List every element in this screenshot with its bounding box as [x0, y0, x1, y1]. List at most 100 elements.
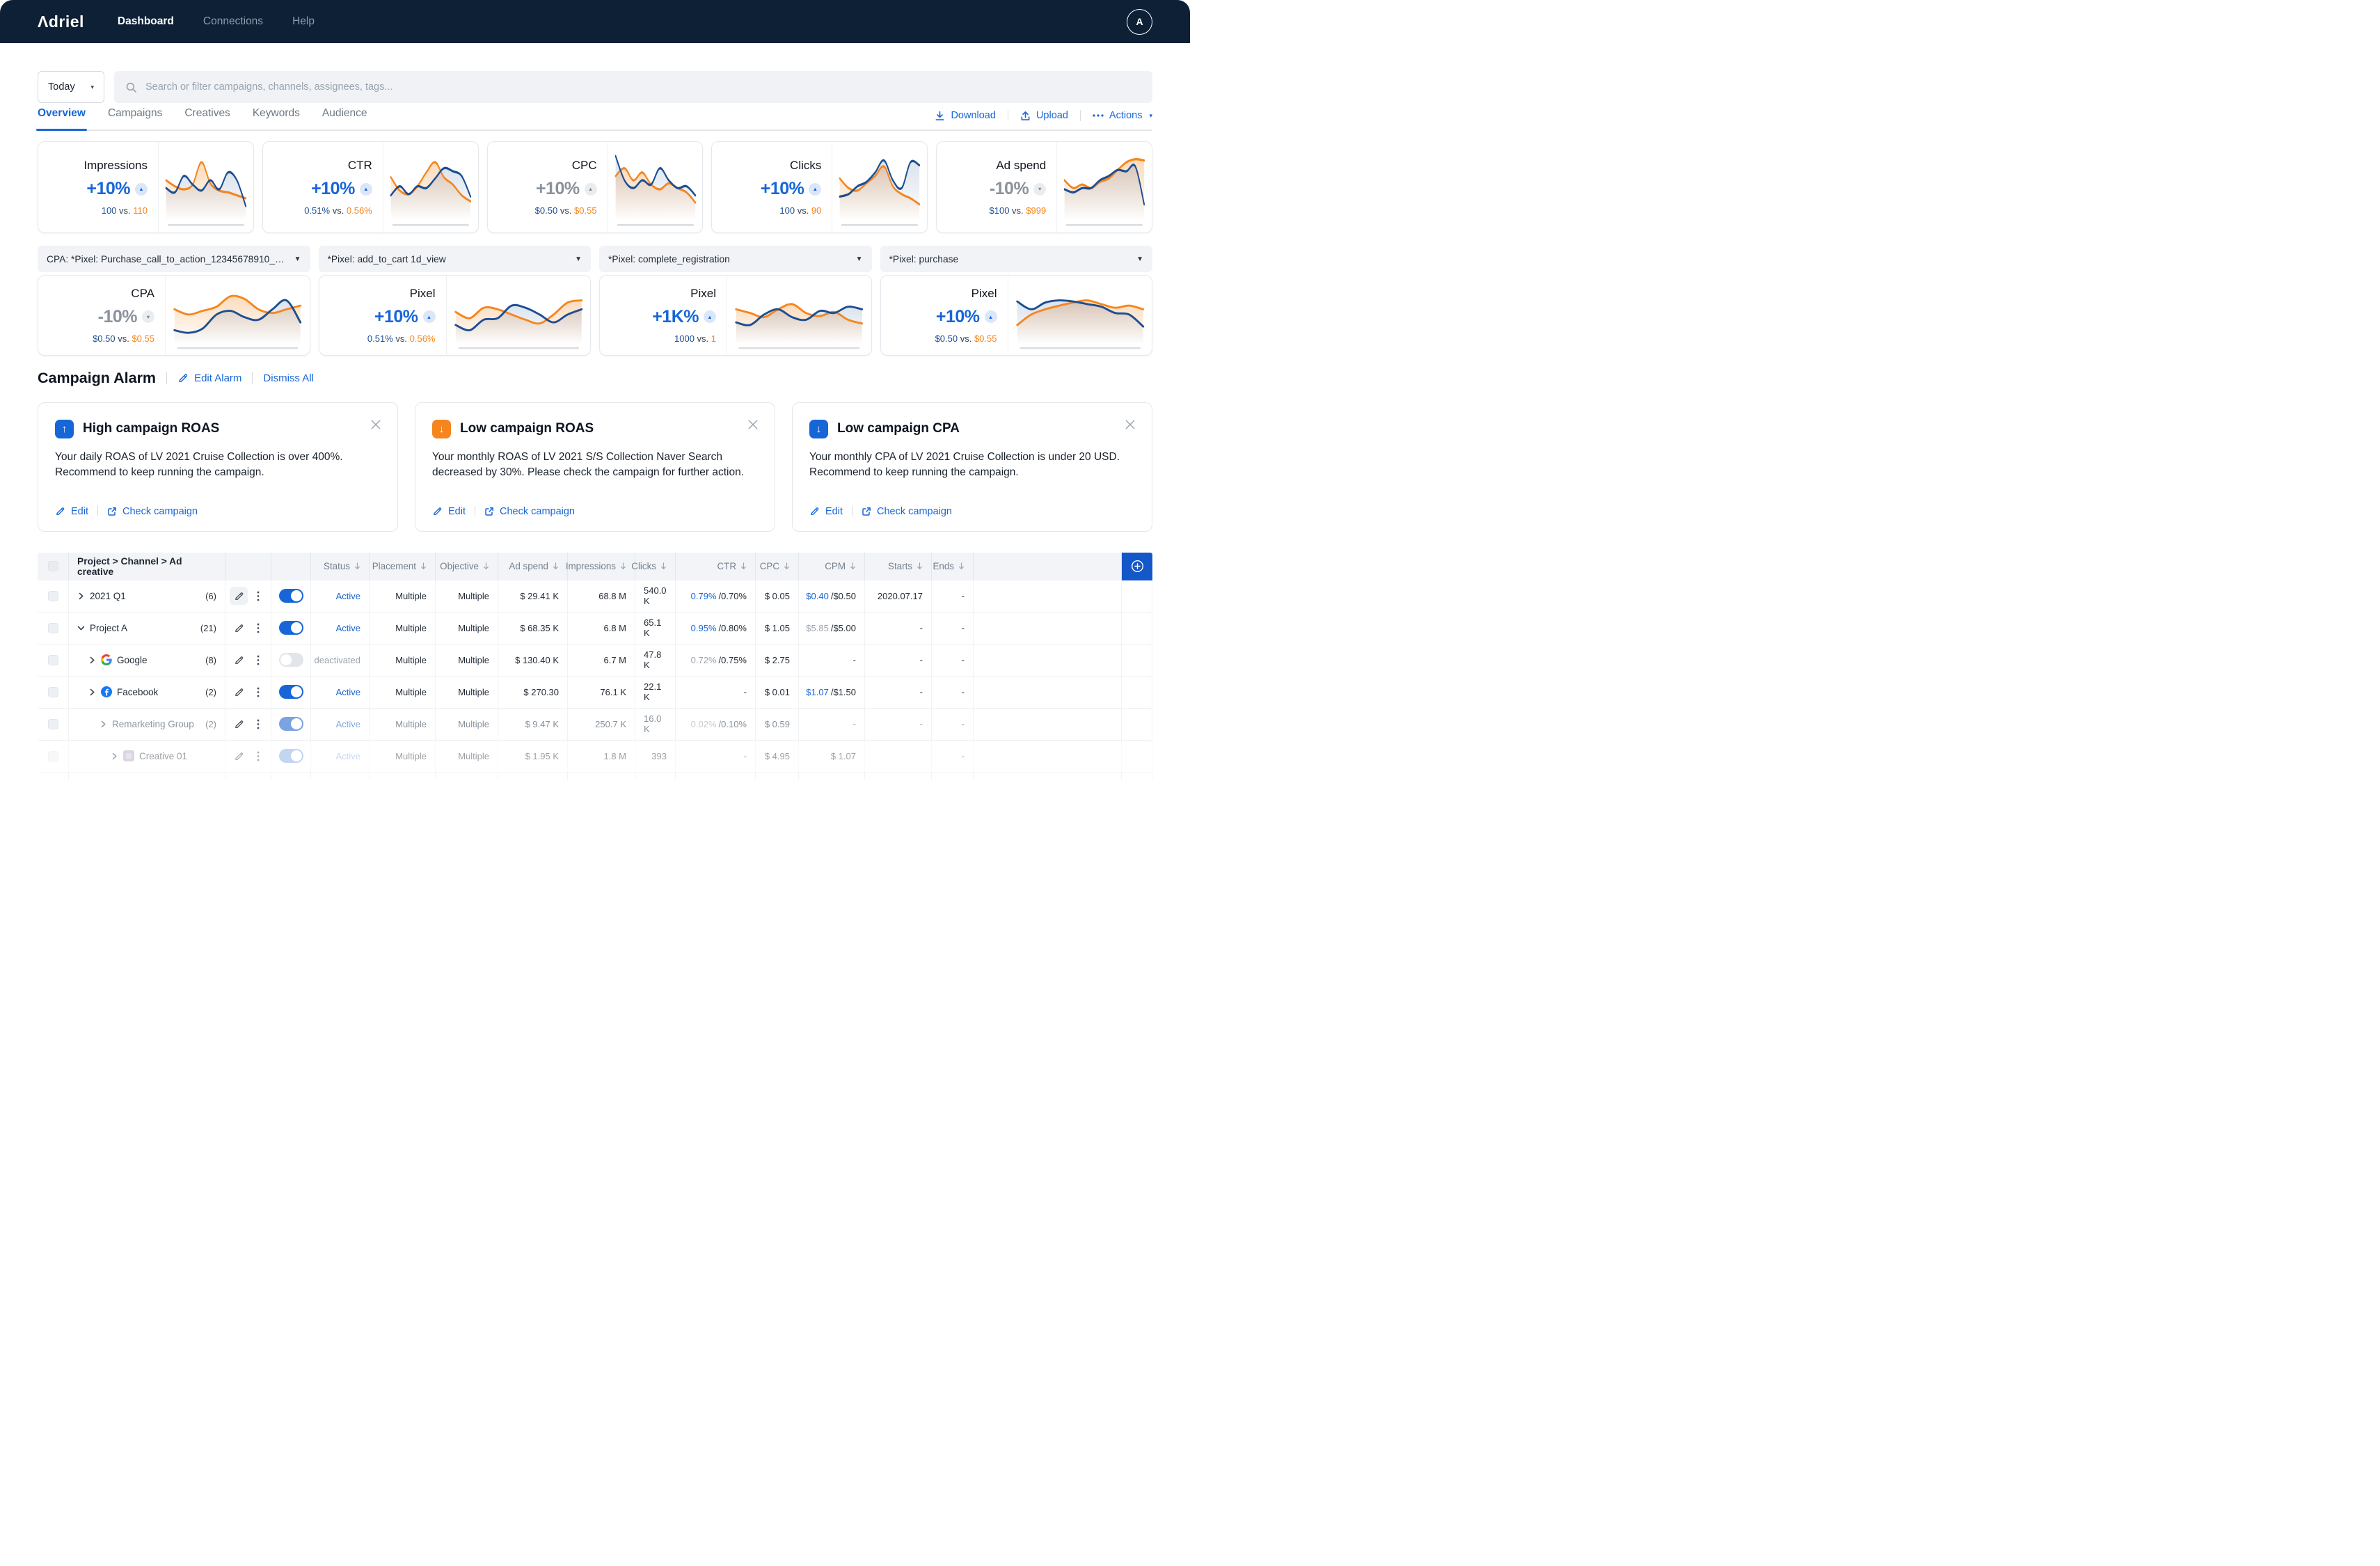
nav-item-dashboard[interactable]: Dashboard [117, 15, 174, 27]
header-placement[interactable]: Placement [370, 552, 436, 580]
chevron-right-icon[interactable] [88, 656, 96, 664]
actions-button[interactable]: Actions ▾ [1093, 110, 1152, 121]
row-name[interactable]: 2021 Q1 [90, 590, 126, 601]
chevron-right-icon[interactable] [100, 720, 107, 728]
row-name[interactable]: Remarketing Group [112, 718, 194, 729]
pixel-dropdown-1[interactable]: CPA: *Pixel: Purchase_call_to_action_123… [38, 246, 310, 272]
date-range-select[interactable]: Today ▾ [38, 71, 104, 103]
status-toggle[interactable] [278, 653, 303, 667]
dismiss-all-button[interactable]: Dismiss All [263, 372, 314, 384]
tab-campaigns[interactable]: Campaigns [107, 107, 163, 119]
select-all-checkbox[interactable] [47, 561, 58, 572]
header-status[interactable]: Status [311, 552, 370, 580]
caret-down-icon[interactable]: ▼ [142, 310, 154, 324]
caret-up-icon[interactable]: ▲ [704, 310, 716, 324]
close-icon[interactable] [745, 417, 761, 434]
sort-descending-icon[interactable] [850, 562, 856, 570]
pixel-dropdown-3[interactable]: *Pixel: complete_registration ▼ [599, 246, 872, 272]
edit-pencil-icon[interactable] [230, 651, 248, 669]
upload-button[interactable]: Upload [1020, 110, 1068, 121]
header-cpc[interactable]: CPC [756, 552, 799, 580]
sort-descending-icon[interactable] [483, 562, 489, 570]
row-name[interactable]: Google [117, 654, 148, 665]
chevron-right-icon[interactable] [88, 688, 96, 696]
kebab-menu-icon[interactable] [249, 715, 267, 733]
status-toggle[interactable] [278, 589, 303, 603]
download-button[interactable]: Download [935, 110, 996, 121]
sort-descending-icon[interactable] [553, 562, 559, 570]
check-campaign-button[interactable]: Check campaign [107, 506, 198, 517]
alarm-edit-button[interactable]: Edit [55, 506, 88, 517]
row-name[interactable]: Project A [90, 622, 128, 633]
chevron-down-icon[interactable] [77, 624, 85, 632]
row-checkbox[interactable] [47, 654, 58, 665]
adriel-logo[interactable]: Λdriel [38, 12, 84, 31]
header-project-channel-ad-creative[interactable]: Project > Channel > Ad creative [69, 552, 225, 580]
tab-audience[interactable]: Audience [322, 107, 367, 119]
edit-pencil-icon[interactable] [230, 587, 248, 606]
status-toggle[interactable] [278, 749, 303, 764]
header-ctr[interactable]: CTR [676, 552, 756, 580]
pixel-dropdown-2[interactable]: *Pixel: add_to_cart 1d_view ▼ [318, 246, 591, 272]
kebab-menu-icon[interactable] [249, 683, 267, 701]
search-bar[interactable] [114, 71, 1152, 103]
row-name[interactable]: Facebook [117, 686, 159, 697]
edit-alarm-button[interactable]: Edit Alarm [177, 372, 241, 384]
edit-pencil-icon[interactable] [230, 683, 248, 701]
sort-descending-icon[interactable] [660, 562, 667, 570]
alarm-edit-button[interactable]: Edit [432, 506, 466, 517]
close-icon[interactable] [368, 417, 383, 434]
edit-pencil-icon[interactable] [230, 747, 248, 765]
chevron-right-icon[interactable] [111, 752, 118, 760]
header-clicks[interactable]: Clicks [631, 552, 676, 580]
close-icon[interactable] [1122, 417, 1138, 434]
status-toggle[interactable] [278, 621, 303, 635]
tab-creatives[interactable]: Creatives [184, 107, 230, 119]
header-ad-spend[interactable]: Ad spend [498, 552, 568, 580]
header-objective[interactable]: Objective [436, 552, 498, 580]
status-toggle[interactable] [278, 685, 303, 699]
sort-descending-icon[interactable] [420, 562, 427, 570]
caret-up-icon[interactable]: ▲ [359, 182, 372, 196]
tab-keywords[interactable]: Keywords [252, 107, 300, 119]
sort-descending-icon[interactable] [740, 562, 747, 570]
row-checkbox[interactable] [47, 718, 58, 729]
add-column-button[interactable] [1122, 552, 1152, 580]
chevron-right-icon[interactable] [77, 592, 85, 600]
header-ends[interactable]: Ends [932, 552, 974, 580]
check-campaign-button[interactable]: Check campaign [862, 506, 952, 517]
header-starts[interactable]: Starts [865, 552, 932, 580]
sort-descending-icon[interactable] [917, 562, 923, 570]
header-cpm[interactable]: CPM [799, 552, 865, 580]
avatar[interactable]: A [1127, 8, 1152, 35]
caret-up-icon[interactable]: ▲ [135, 182, 148, 196]
tab-overview[interactable]: Overview [36, 107, 87, 131]
caret-up-icon[interactable]: ▲ [984, 310, 997, 324]
sort-descending-icon[interactable] [958, 562, 965, 570]
nav-item-connections[interactable]: Connections [203, 15, 264, 27]
search-input[interactable] [144, 81, 1141, 93]
row-checkbox[interactable] [47, 622, 58, 633]
caret-down-icon[interactable]: ▼ [1033, 182, 1047, 196]
kebab-menu-icon[interactable] [249, 747, 267, 765]
row-checkbox[interactable] [47, 686, 58, 697]
kebab-menu-icon[interactable] [249, 619, 267, 637]
edit-pencil-icon[interactable] [230, 619, 248, 637]
header-impressions[interactable]: Impressions [566, 552, 635, 580]
pixel-dropdown-4[interactable]: *Pixel: purchase ▼ [880, 246, 1152, 272]
row-name[interactable]: Creative 01 [139, 750, 188, 761]
edit-pencil-icon[interactable] [230, 715, 248, 733]
row-checkbox[interactable] [47, 590, 58, 601]
sort-descending-icon[interactable] [354, 562, 360, 570]
check-campaign-button[interactable]: Check campaign [484, 506, 575, 517]
sort-descending-icon[interactable] [620, 562, 626, 570]
caret-up-icon[interactable]: ▲ [584, 182, 597, 196]
alarm-edit-button[interactable]: Edit [809, 506, 843, 517]
kebab-menu-icon[interactable] [249, 651, 267, 669]
row-checkbox[interactable] [47, 750, 58, 761]
caret-up-icon[interactable]: ▲ [809, 182, 822, 196]
status-toggle[interactable] [278, 717, 303, 731]
nav-item-help[interactable]: Help [292, 15, 315, 27]
sort-descending-icon[interactable] [784, 562, 790, 570]
kebab-menu-icon[interactable] [249, 587, 267, 605]
